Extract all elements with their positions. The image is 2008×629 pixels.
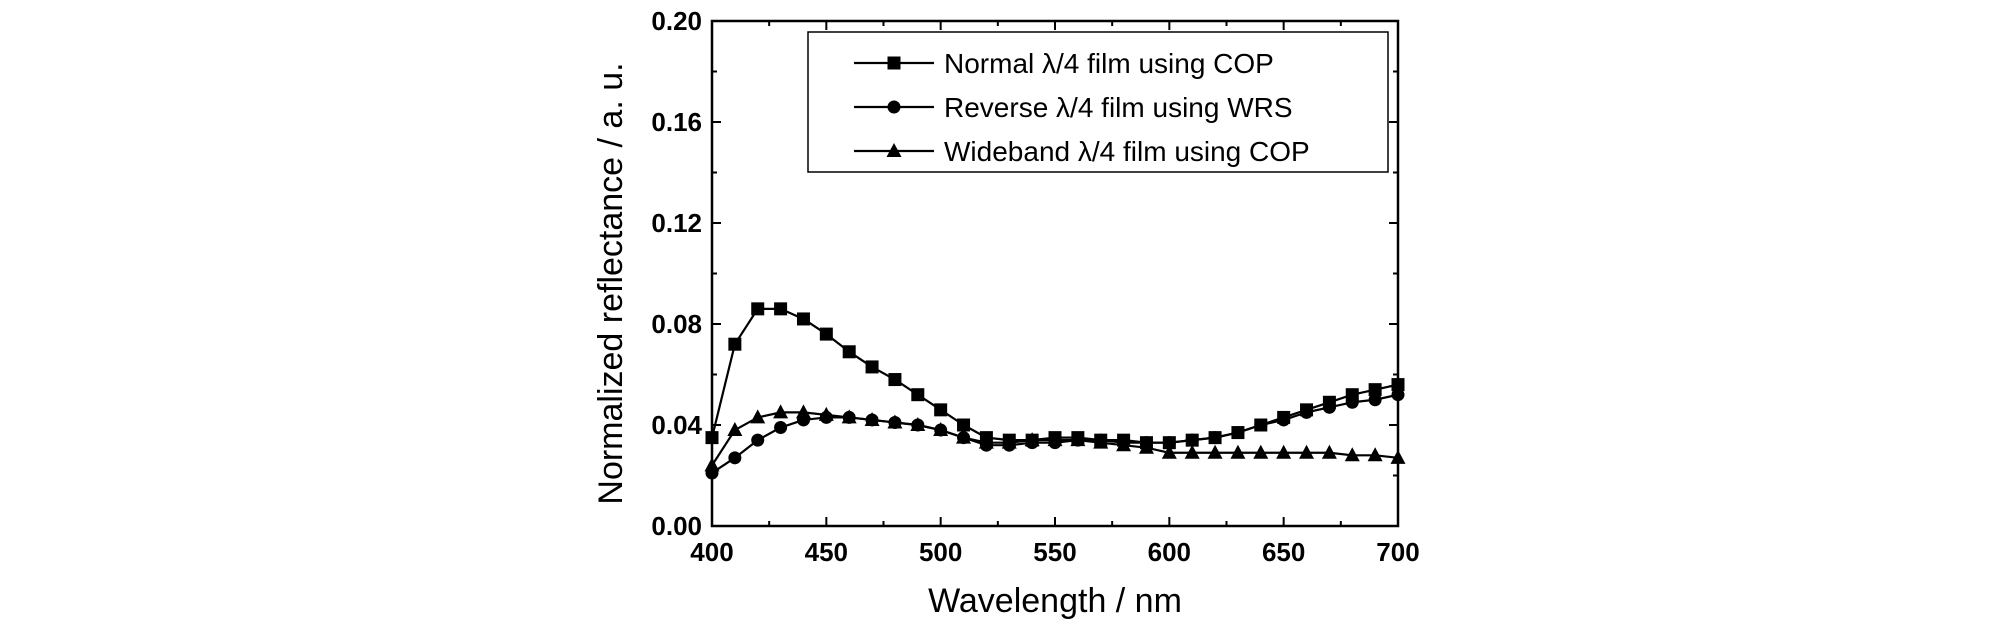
data-point-square [911,388,925,402]
data-point-triangle [1344,447,1360,462]
data-point-circle [1231,426,1245,440]
data-point-square [819,327,833,341]
data-point-square [1368,383,1382,397]
data-point-triangle [727,422,743,437]
data-point-circle [1208,431,1222,445]
data-point-square [751,302,765,316]
data-point-triangle [1093,434,1109,449]
data-point-triangle [1321,444,1337,459]
data-point-circle [728,451,742,465]
data-point-triangle [1116,437,1132,452]
data-point-triangle [1184,444,1200,459]
data-point-triangle [841,409,857,424]
data-point-square [888,373,902,387]
data-point-circle [1277,413,1291,427]
y-tick-label: 0.20 [651,6,702,36]
data-point-triangle [864,411,880,426]
data-point-circle [774,421,788,435]
y-tick-label: 0.16 [651,107,702,137]
data-point-triangle [750,409,766,424]
x-tick-label: 600 [1148,537,1191,567]
data-point-circle [1185,433,1199,447]
axis-labels: Wavelength / nm Normalized reflectance / … [592,62,1182,620]
y-axis-title: Normalized reflectance / a. u. [592,62,630,504]
data-point-triangle [933,422,949,437]
data-point-circle [1345,395,1359,409]
data-point-circle [1322,400,1336,414]
x-tick-label: 700 [1376,537,1419,567]
x-axis-title: Wavelength / nm [928,582,1182,620]
data-point-square [1391,378,1405,392]
data-series [704,302,1406,480]
data-point-square [957,418,971,432]
data-point-triangle [1001,434,1017,449]
data-point-triangle [1047,432,1063,447]
data-point-triangle [1230,444,1246,459]
data-point-triangle [1367,447,1383,462]
data-point-circle [751,433,765,447]
data-point-triangle [1207,444,1223,459]
data-point-triangle [818,406,834,421]
legend-box [807,31,1389,173]
data-point-square [842,345,856,359]
data-point-circle [1391,388,1405,402]
data-point-triangle [1138,439,1154,454]
data-point-square [728,337,742,351]
data-point-triangle [887,414,903,429]
data-point-triangle [1161,444,1177,459]
legend-label-square: Normal λ/4 film using COP [944,48,1274,79]
data-point-triangle [1299,444,1315,459]
data-point-triangle [910,417,926,431]
axis-ticks: 400 450 500 550 600 650 700 0.00 0.04 0.08 0.12 0.1… [651,6,1419,567]
data-point-triangle [1253,444,1269,459]
legend-marker-circle [887,100,901,114]
data-point-circle [1254,418,1268,432]
data-point-triangle [956,429,972,444]
data-point-triangle [1276,444,1292,459]
x-tick-label: 550 [1033,537,1076,567]
data-point-circle [1162,436,1176,450]
data-point-square [705,431,719,445]
data-point-circle [1300,405,1314,419]
y-tick-label: 0.08 [651,309,702,339]
x-tick-label: 450 [805,537,848,567]
y-tick-label: 0.04 [651,410,702,440]
legend-label-circle: Reverse λ/4 film using WRS [944,92,1293,123]
legend-label-triangle: Wideband λ/4 film using COP [944,136,1310,167]
data-point-triangle [1390,449,1406,464]
legend-marker-square [887,56,901,70]
data-point-circle [1368,393,1382,407]
data-point-triangle [1024,432,1040,447]
data-point-triangle [795,404,811,419]
data-point-square [934,403,948,417]
data-point-square [796,312,810,326]
data-point-triangle [773,404,789,419]
data-point-triangle [978,434,994,449]
data-point-square [865,360,879,374]
x-tick-label: 400 [690,537,733,567]
y-tick-label: 0.12 [651,208,702,238]
legend: Normal λ/4 film using COP Reverse λ/4 fil… [807,31,1389,173]
data-point-triangle [1070,432,1086,447]
x-tick-label: 650 [1262,537,1305,567]
x-tick-label: 500 [919,537,962,567]
data-point-triangle [704,457,720,472]
data-point-square [774,302,788,316]
y-tick-label: 0.00 [651,511,702,541]
legend-marker-triangle [886,143,902,157]
